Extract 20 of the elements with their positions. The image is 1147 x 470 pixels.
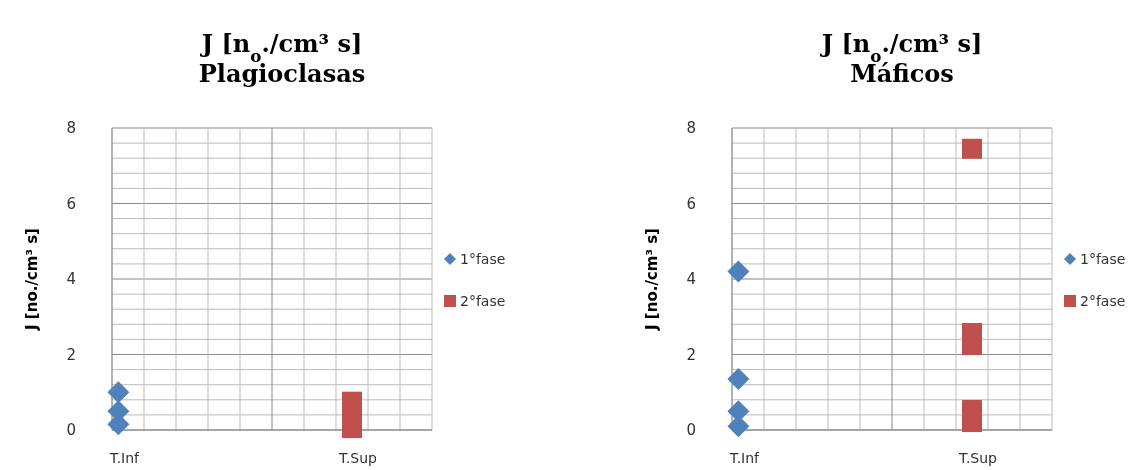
legend-label: 2°fase <box>1080 292 1126 309</box>
x-tick-label: T.Sup <box>338 450 378 466</box>
y-tick-label: 8 <box>686 119 696 138</box>
y-tick-label: 4 <box>686 270 696 289</box>
y-tick-label: 0 <box>686 421 696 440</box>
y-tick-label: 2 <box>66 345 76 364</box>
x-tick-label: T.Sup <box>958 450 998 466</box>
y-tick-label: 2 <box>686 345 696 364</box>
legend-label: 1°fase <box>1080 250 1126 267</box>
legend-label: 2°fase <box>460 292 506 309</box>
y-tick-label: 8 <box>66 119 76 138</box>
y-axis-title: J [no./cm³ s] <box>643 228 661 331</box>
x-tick-label: T.Inf <box>108 450 141 466</box>
y-tick-label: 6 <box>686 194 696 213</box>
x-tick-label: T.Inf <box>728 450 761 466</box>
y-tick-label: 4 <box>66 270 76 289</box>
y-tick-label: 0 <box>66 421 76 440</box>
y-axis-title: J [no./cm³ s] <box>23 228 41 331</box>
legend-label: 1°fase <box>460 250 506 267</box>
y-tick-label: 6 <box>66 194 76 213</box>
